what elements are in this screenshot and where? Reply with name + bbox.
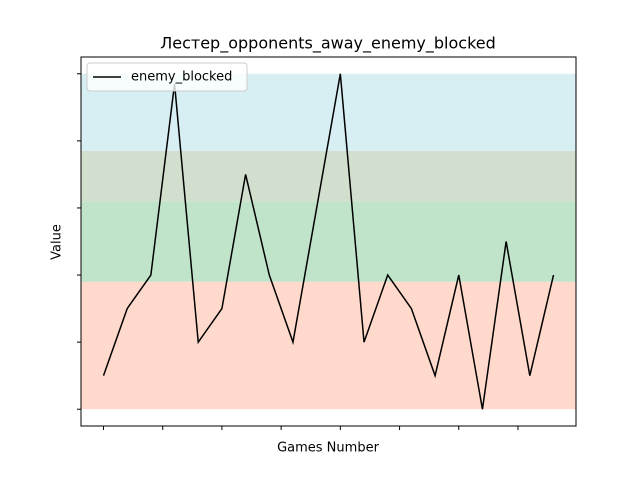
chart-title: Лестер_opponents_away_enemy_blocked (160, 34, 496, 54)
legend-box (86, 62, 248, 92)
y-axis-label: Value (50, 224, 65, 260)
line (102, 73, 555, 410)
band (81, 150, 576, 202)
x-axis-label: Games Number (277, 441, 379, 456)
band (81, 201, 576, 282)
legend-label: enemy_blocked (131, 70, 232, 85)
band (81, 281, 576, 410)
plot-frame (80, 56, 577, 427)
